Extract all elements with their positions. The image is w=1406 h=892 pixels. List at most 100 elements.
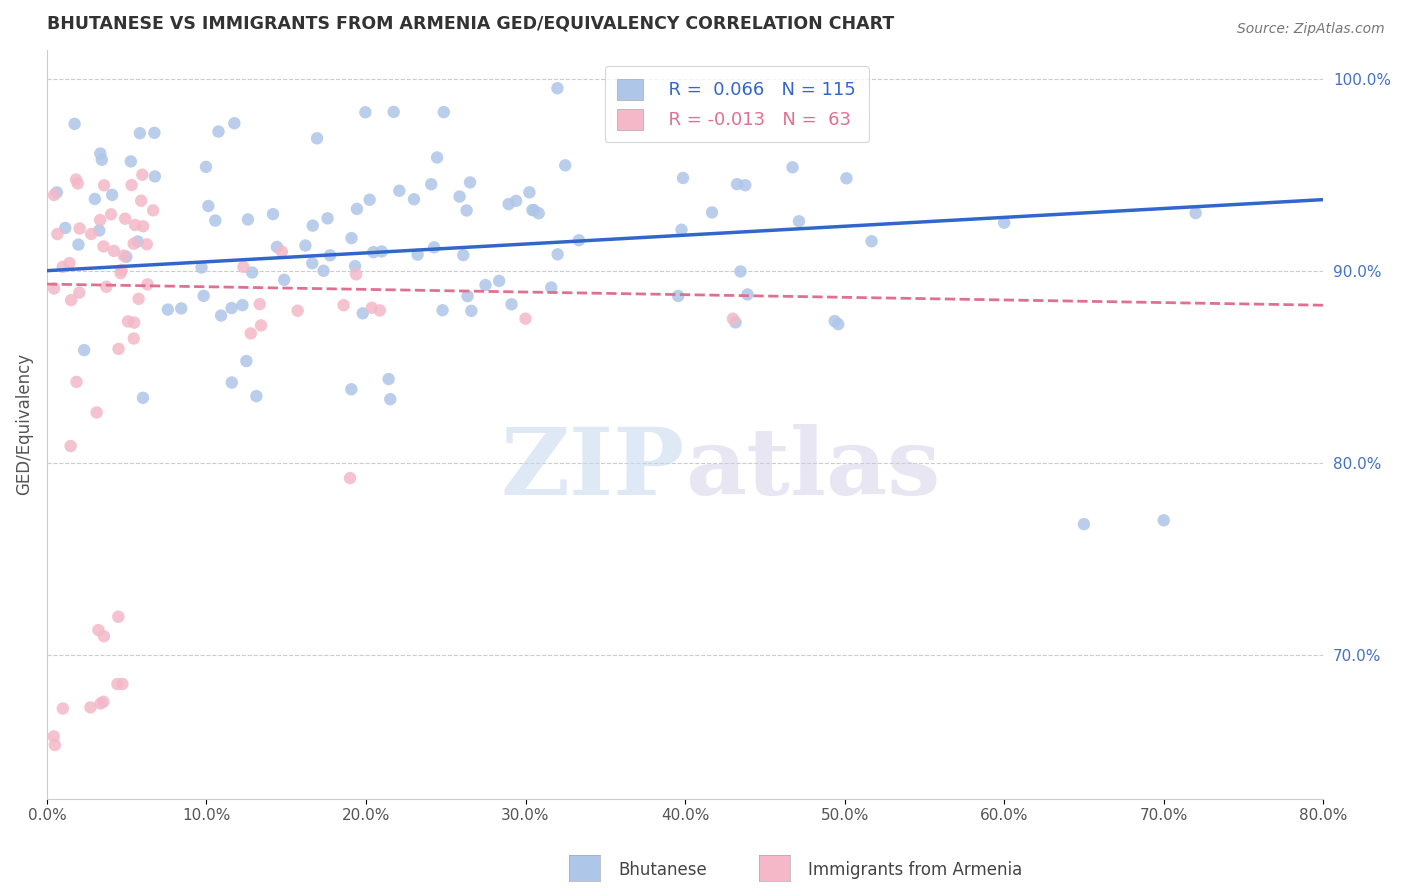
Point [129,194,152,208]
Point [207,124,229,138]
Point [498,197,520,211]
Point [433,105,456,120]
Point [787,214,810,228]
Point [262,207,284,221]
Point [371,244,394,259]
Point [456,203,478,218]
Point [42,281,65,295]
Point [111,677,134,691]
Point [224,116,246,130]
Point [107,609,129,624]
Point [724,315,747,329]
Point [240,265,263,279]
Y-axis label: GED/Equivalency: GED/Equivalency [15,353,32,495]
Point [294,238,316,252]
Point [730,264,752,278]
Point [42,730,65,744]
Point [827,317,849,331]
Point [67,237,90,252]
Point [121,178,143,193]
Point [1073,517,1095,532]
Point [117,314,139,328]
Point [546,81,568,95]
Point [190,260,212,275]
Point [58,256,80,270]
Point [93,629,115,643]
Point [80,227,103,241]
Point [101,187,124,202]
Point [339,471,361,485]
Point [1153,513,1175,527]
Point [700,205,723,219]
Point [83,192,105,206]
Point [87,623,110,637]
Text: Bhutanese: Bhutanese [619,861,707,879]
Point [115,250,138,264]
Point [122,236,145,251]
Point [344,268,367,282]
Point [316,211,339,226]
Point [143,169,166,184]
Point [90,153,112,167]
Point [451,248,474,262]
Point [239,326,262,341]
Point [266,240,288,254]
Point [432,303,454,318]
Point [122,331,145,345]
Point [377,372,399,386]
Point [156,302,179,317]
Point [522,202,544,217]
Point [666,289,689,303]
Point [474,278,496,293]
Point [305,131,328,145]
Point [127,235,149,249]
Point [721,311,744,326]
Point [122,316,145,330]
Point [505,194,527,208]
Point [52,260,75,274]
Point [249,297,271,311]
Point [312,264,335,278]
Point [340,382,363,396]
Point [235,354,257,368]
Point [671,223,693,237]
Point [1184,206,1206,220]
Point [359,193,381,207]
Point [67,285,90,300]
Point [824,314,846,328]
Point [301,256,323,270]
Point [170,301,193,316]
Text: atlas: atlas [685,425,941,514]
Point [132,391,155,405]
Point [107,342,129,356]
Point [460,303,482,318]
Point [273,273,295,287]
Point [89,223,111,237]
Point [93,239,115,253]
Point [135,237,157,252]
Point [93,178,115,193]
Text: BHUTANESE VS IMMIGRANTS FROM ARMENIA GED/EQUIVALENCY CORRELATION CHART: BHUTANESE VS IMMIGRANTS FROM ARMENIA GED… [46,15,894,33]
Point [110,263,132,277]
Point [112,249,135,263]
Point [143,126,166,140]
Point [120,154,142,169]
Point [79,700,101,714]
Point [352,306,374,320]
Point [423,240,446,254]
Point [835,171,858,186]
Point [344,259,367,273]
Point [287,303,309,318]
Point [128,126,150,140]
Point [568,233,591,247]
Point [96,279,118,293]
Point [363,245,385,260]
Legend:   R =  0.066   N = 115,   R = -0.013   N =  63: R = 0.066 N = 115, R = -0.013 N = 63 [605,66,869,143]
Point [103,244,125,258]
Point [66,177,89,191]
Point [90,697,112,711]
Point [193,289,215,303]
Point [89,213,111,227]
Point [519,186,541,200]
Text: ZIP: ZIP [501,425,685,514]
